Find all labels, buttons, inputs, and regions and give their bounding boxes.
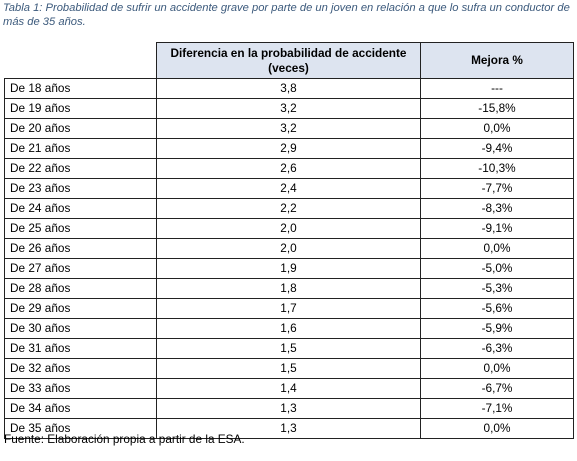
age-label-cell: De 23 años bbox=[4, 178, 157, 199]
age-label-cell: De 34 años bbox=[4, 398, 157, 419]
difference-value-cell: 3,2 bbox=[156, 118, 421, 139]
age-label-cell: De 25 años bbox=[4, 218, 157, 239]
difference-value-cell: 1,6 bbox=[156, 318, 421, 339]
improvement-value-cell: -7,7% bbox=[420, 178, 574, 199]
improvement-value-cell: -5,9% bbox=[420, 318, 574, 339]
table-row: De 31 años 1,5 -6,3% bbox=[4, 338, 574, 359]
difference-value-cell: 2,9 bbox=[156, 138, 421, 159]
table-row: De 33 años 1,4 -6,7% bbox=[4, 378, 574, 399]
table-row: De 32 años 1,5 0,0% bbox=[4, 358, 574, 379]
table-row: De 35 años 1,3 0,0% bbox=[4, 418, 574, 439]
table-header-row: Diferencia en la probabilidad de acciden… bbox=[4, 42, 574, 79]
difference-value-cell: 1,7 bbox=[156, 298, 421, 319]
improvement-value-cell: -5,3% bbox=[420, 278, 574, 299]
table-row: De 29 años 1,7 -5,6% bbox=[4, 298, 574, 319]
difference-value-cell: 1,5 bbox=[156, 338, 421, 359]
table-row: De 25 años 2,0 -9,1% bbox=[4, 218, 574, 239]
difference-value-cell: 3,8 bbox=[156, 78, 421, 99]
age-label-cell: De 30 años bbox=[4, 318, 157, 339]
difference-value-cell: 2,0 bbox=[156, 238, 421, 259]
table-row: De 34 años 1,3 -7,1% bbox=[4, 398, 574, 419]
improvement-value-cell: 0,0% bbox=[420, 118, 574, 139]
table-row: De 18 años 3,8 --- bbox=[4, 78, 574, 99]
age-label-cell: De 22 años bbox=[4, 158, 157, 179]
age-label-cell: De 28 años bbox=[4, 278, 157, 299]
age-label-cell: De 20 años bbox=[4, 118, 157, 139]
accident-probability-table: Diferencia en la probabilidad de acciden… bbox=[4, 42, 574, 439]
header-empty-cell bbox=[4, 42, 157, 79]
table-row: De 28 años 1,8 -5,3% bbox=[4, 278, 574, 299]
age-label-cell: De 32 años bbox=[4, 358, 157, 379]
improvement-value-cell: -15,8% bbox=[420, 98, 574, 119]
difference-value-cell: 2,0 bbox=[156, 218, 421, 239]
difference-value-cell: 3,2 bbox=[156, 98, 421, 119]
difference-value-cell: 1,5 bbox=[156, 358, 421, 379]
age-label-cell: De 24 años bbox=[4, 198, 157, 219]
table-row: De 21 años 2,9 -9,4% bbox=[4, 138, 574, 159]
improvement-value-cell: 0,0% bbox=[420, 238, 574, 259]
table-row: De 27 años 1,9 -5,0% bbox=[4, 258, 574, 279]
age-label-cell: De 18 años bbox=[4, 78, 157, 99]
difference-value-cell: 2,2 bbox=[156, 198, 421, 219]
age-label-cell: De 35 años bbox=[4, 418, 157, 439]
improvement-value-cell: --- bbox=[420, 78, 574, 99]
difference-value-cell: 1,3 bbox=[156, 398, 421, 419]
improvement-value-cell: -9,4% bbox=[420, 138, 574, 159]
improvement-value-cell: -7,1% bbox=[420, 398, 574, 419]
header-mejora: Mejora % bbox=[420, 42, 574, 79]
improvement-value-cell: -5,0% bbox=[420, 258, 574, 279]
improvement-value-cell: -6,7% bbox=[420, 378, 574, 399]
age-label-cell: De 29 años bbox=[4, 298, 157, 319]
table-row: De 20 años 3,2 0,0% bbox=[4, 118, 574, 139]
difference-value-cell: 1,8 bbox=[156, 278, 421, 299]
age-label-cell: De 33 años bbox=[4, 378, 157, 399]
improvement-value-cell: -10,3% bbox=[420, 158, 574, 179]
table-caption: Tabla 1: Probabilidad de sufrir un accid… bbox=[3, 2, 570, 28]
improvement-value-cell: -9,1% bbox=[420, 218, 574, 239]
table-body: De 18 años 3,8 --- De 19 años 3,2 -15,8% De 20… bbox=[4, 78, 574, 439]
table-row: De 23 años 2,4 -7,7% bbox=[4, 178, 574, 199]
header-diferencia: Diferencia en la probabilidad de acciden… bbox=[156, 42, 421, 79]
age-label-cell: De 26 años bbox=[4, 238, 157, 259]
difference-value-cell: 2,4 bbox=[156, 178, 421, 199]
table-row: De 26 años 2,0 0,0% bbox=[4, 238, 574, 259]
difference-value-cell: 1,9 bbox=[156, 258, 421, 279]
source-note: Fuente: Elaboración propia a partir de l… bbox=[4, 432, 245, 446]
table-row: De 30 años 1,6 -5,9% bbox=[4, 318, 574, 339]
table-row: De 24 años 2,2 -8,3% bbox=[4, 198, 574, 219]
difference-value-cell: 1,4 bbox=[156, 378, 421, 399]
improvement-value-cell: -6,3% bbox=[420, 338, 574, 359]
age-label-cell: De 19 años bbox=[4, 98, 157, 119]
age-label-cell: De 21 años bbox=[4, 138, 157, 159]
table-row: De 22 años 2,6 -10,3% bbox=[4, 158, 574, 179]
improvement-value-cell: 0,0% bbox=[420, 358, 574, 379]
table-row: De 19 años 3,2 -15,8% bbox=[4, 98, 574, 119]
improvement-value-cell: 0,0% bbox=[420, 418, 574, 439]
improvement-value-cell: -8,3% bbox=[420, 198, 574, 219]
age-label-cell: De 27 años bbox=[4, 258, 157, 279]
improvement-value-cell: -5,6% bbox=[420, 298, 574, 319]
difference-value-cell: 2,6 bbox=[156, 158, 421, 179]
age-label-cell: De 31 años bbox=[4, 338, 157, 359]
